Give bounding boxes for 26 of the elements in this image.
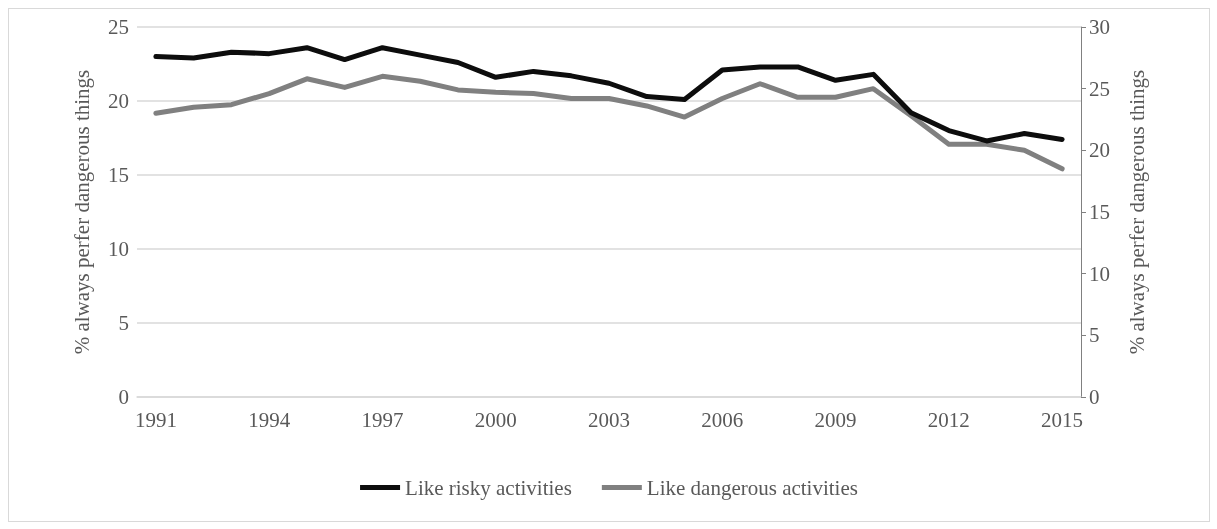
y2-axis-title: % always perfer dangerous things xyxy=(1124,69,1149,355)
y-tick-label: 10 xyxy=(108,237,129,261)
y-tick-label: 15 xyxy=(108,163,129,187)
y-tick-label: 0 xyxy=(118,385,129,409)
x-tick-label: 2000 xyxy=(474,407,517,432)
y-tick-label: 25 xyxy=(108,15,129,39)
y2-tick-label: 0 xyxy=(1089,385,1100,409)
x-tick-label: 1997 xyxy=(361,407,404,432)
x-tick-label: 2015 xyxy=(1041,407,1084,432)
y2-tick-label: 20 xyxy=(1089,138,1110,163)
y-tick-label: 20 xyxy=(108,89,129,113)
y-axis-title: % always perfer dangerous things xyxy=(69,69,94,355)
legend-label: Like dangerous activities xyxy=(646,475,858,500)
y2-tick-label: 30 xyxy=(1089,15,1110,39)
legend-label: Like risky activities xyxy=(405,475,572,500)
y-tick-label: 5 xyxy=(118,311,129,335)
x-tick-label: 1991 xyxy=(134,407,177,432)
y2-tick-label: 25 xyxy=(1089,76,1110,101)
x-tick-label: 2009 xyxy=(814,407,857,432)
x-tick-label: 2003 xyxy=(588,407,630,432)
x-tick-label: 2006 xyxy=(701,407,744,432)
y2-tick-label: 15 xyxy=(1089,200,1110,224)
x-tick-label: 1994 xyxy=(248,407,291,432)
y2-tick-label: 10 xyxy=(1089,261,1110,286)
x-tick-label: 2012 xyxy=(927,407,970,432)
y2-tick-label: 5 xyxy=(1089,323,1100,348)
